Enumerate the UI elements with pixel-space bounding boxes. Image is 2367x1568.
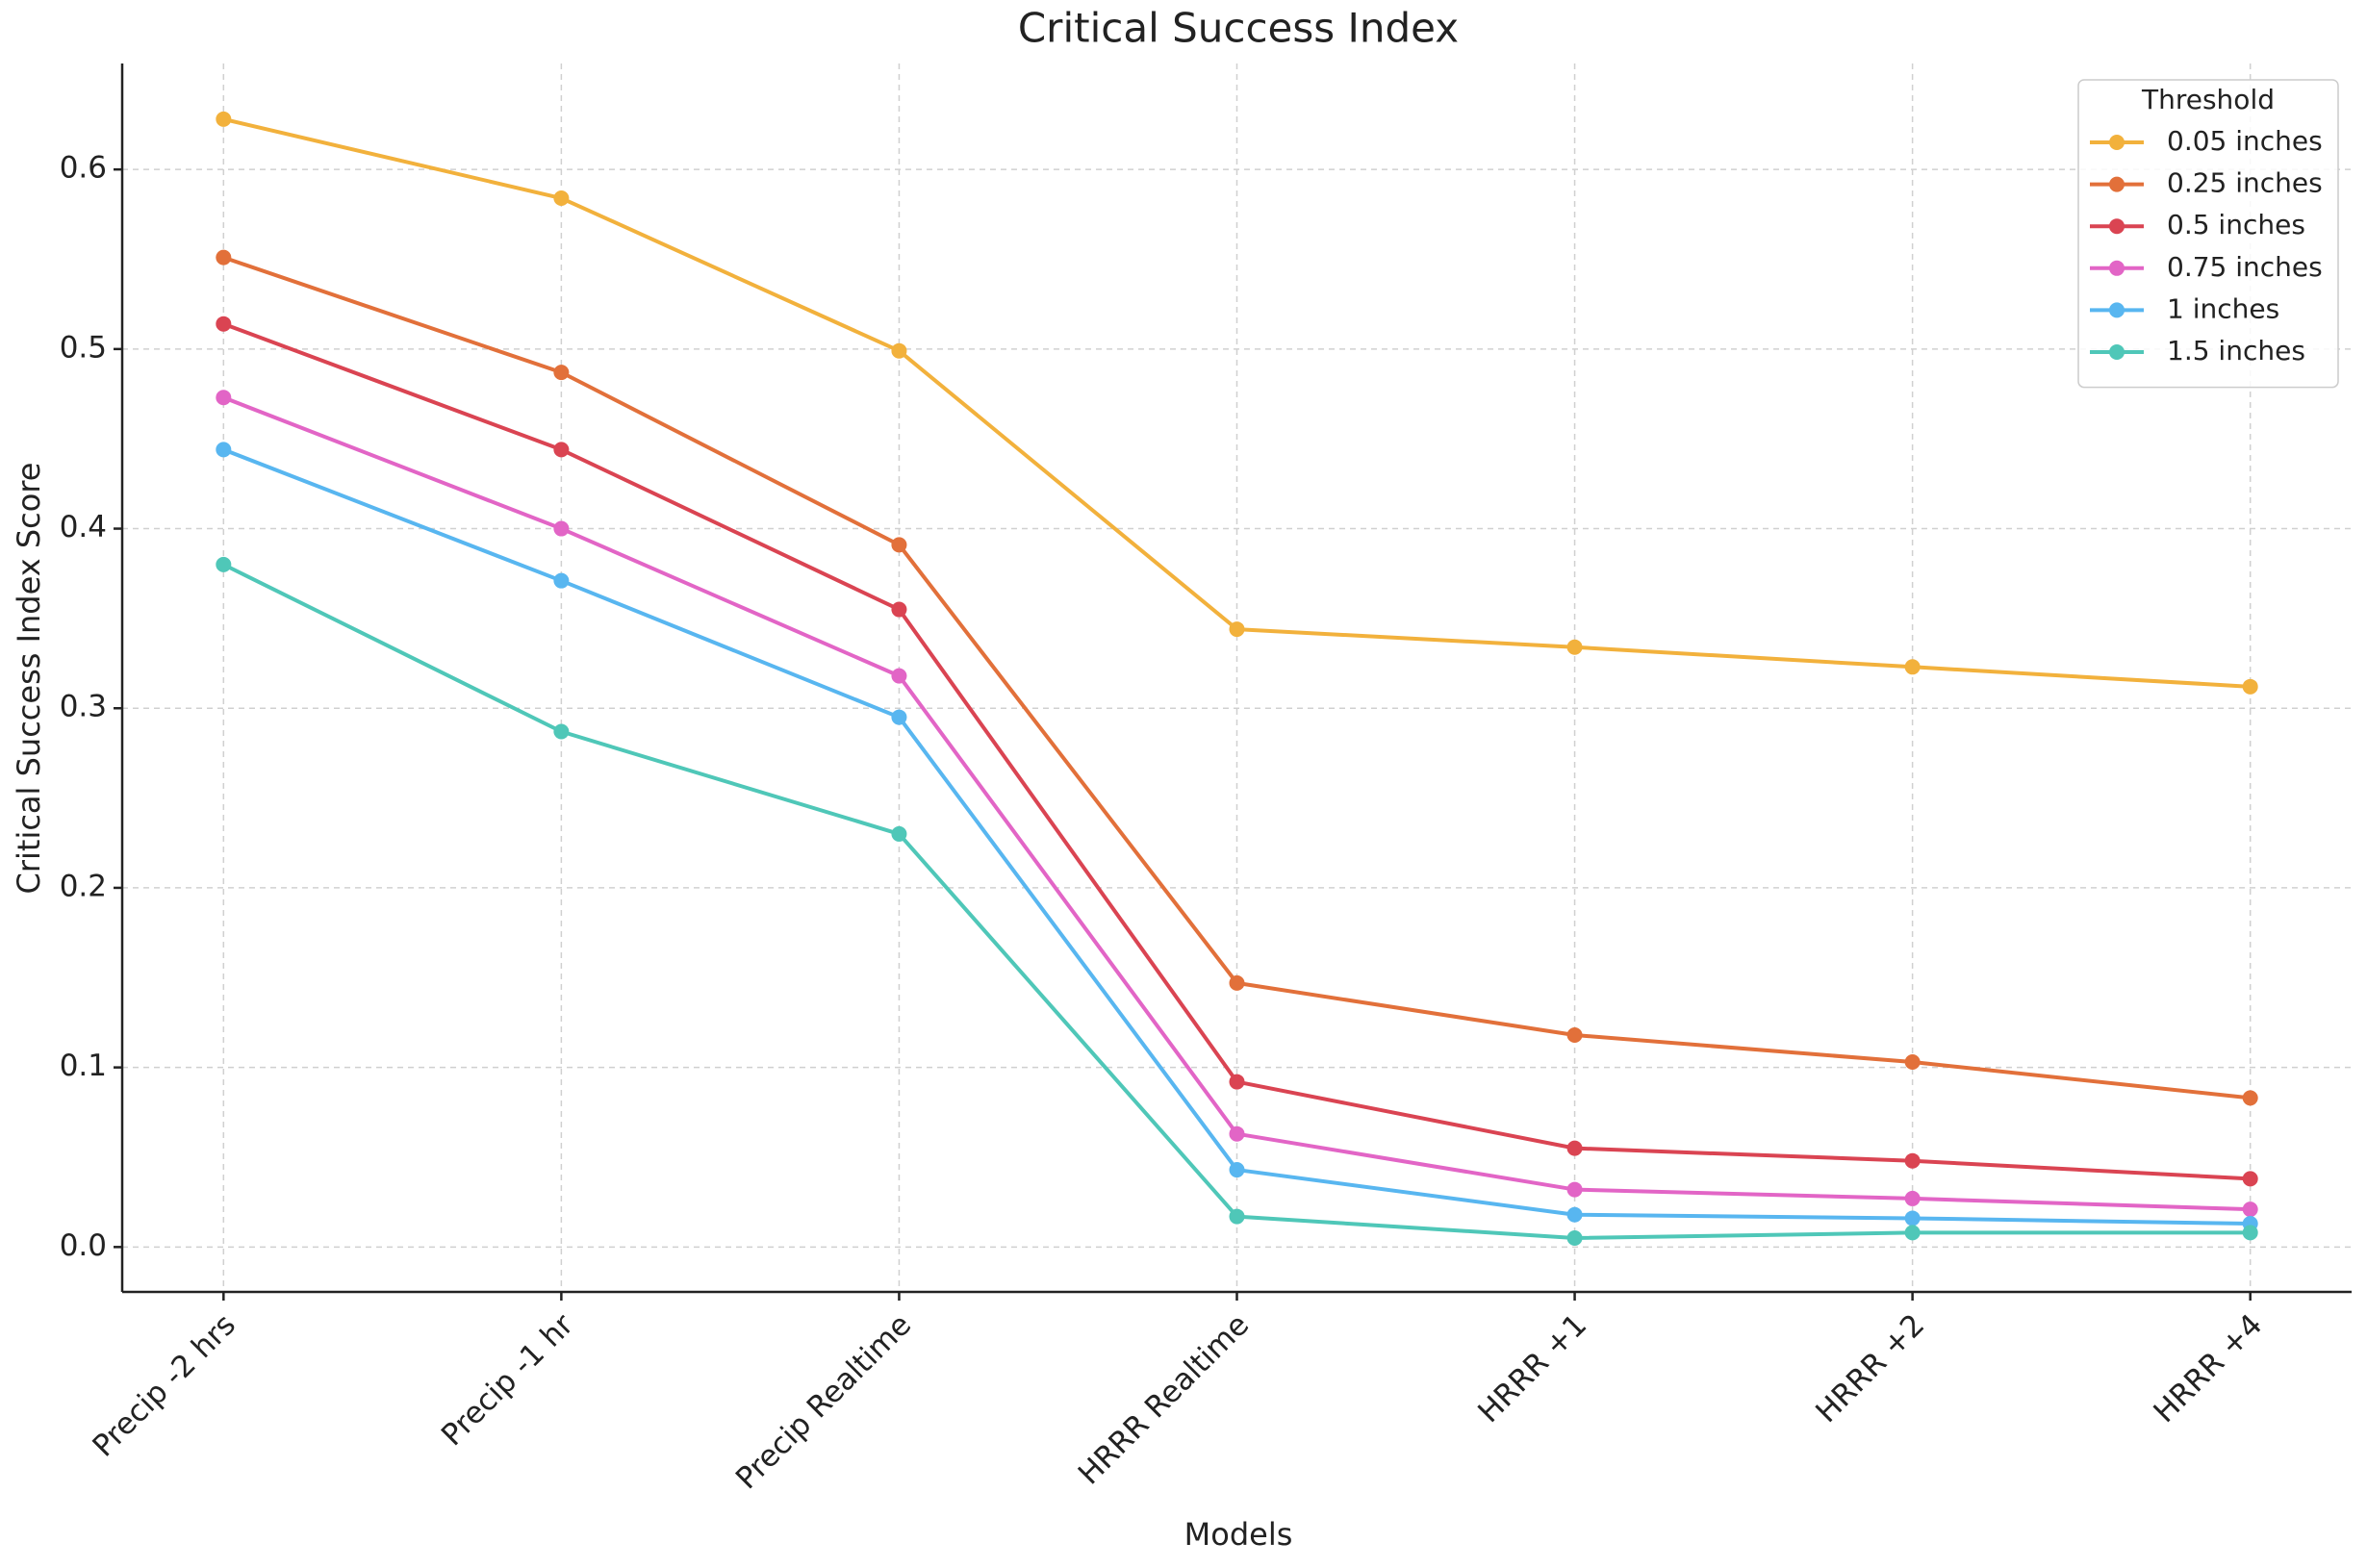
legend-label: 0.5 inches [2167, 209, 2305, 240]
legend-marker [2109, 302, 2125, 318]
legend-marker [2109, 218, 2125, 235]
point [1566, 1027, 1583, 1044]
point [553, 442, 570, 458]
y-tick-label: 0.5 [60, 330, 107, 365]
point [1904, 1152, 1921, 1169]
legend-label: 1.5 inches [2167, 335, 2305, 367]
point [2242, 1171, 2258, 1187]
point [1904, 1054, 1921, 1071]
legend-label: 0.25 inches [2167, 167, 2323, 199]
point [1566, 1206, 1583, 1223]
point [1566, 1140, 1583, 1156]
y-tick-label: 0.4 [60, 510, 107, 544]
point [2242, 678, 2258, 695]
point [1229, 1208, 1245, 1225]
x-tick-label: Precip -1 hr [435, 1307, 580, 1453]
point [2242, 1201, 2258, 1218]
legend-label: 0.05 inches [2167, 125, 2323, 157]
x-tick-label: HRRR +1 [1471, 1307, 1593, 1429]
series [216, 111, 2258, 695]
legend-title: Threshold [2141, 84, 2275, 115]
series [216, 442, 2258, 1232]
point [891, 668, 907, 684]
series [216, 556, 2258, 1246]
point [891, 342, 907, 359]
point [216, 390, 232, 406]
point [891, 537, 907, 553]
legend-marker [2109, 176, 2125, 192]
point [1904, 1190, 1921, 1206]
point [553, 365, 570, 381]
point [891, 601, 907, 618]
point [1229, 621, 1245, 638]
x-tick-label: HRRR +4 [2147, 1307, 2269, 1429]
point [553, 190, 570, 207]
point [216, 111, 232, 127]
point [1229, 1074, 1245, 1090]
y-tick-label: 0.6 [60, 151, 107, 186]
y-tick-label: 0.1 [60, 1049, 107, 1083]
series [216, 249, 2258, 1106]
chart-title: Critical Success Index [1018, 5, 1459, 52]
point [216, 442, 232, 458]
legend-marker [2109, 135, 2125, 150]
x-tick-label: HRRR +2 [1809, 1307, 1931, 1429]
legend-label: 0.75 inches [2167, 251, 2323, 283]
point [891, 825, 907, 842]
y-tick-label: 0.2 [60, 869, 107, 903]
legend-marker [2109, 344, 2125, 360]
point [216, 249, 232, 266]
point [2242, 1225, 2258, 1241]
x-axis-label: Models [1184, 1516, 1293, 1553]
legend-label: 1 inches [2167, 292, 2279, 324]
point [1229, 1162, 1245, 1178]
y-tick-label: 0.3 [60, 690, 107, 724]
x-tick-label: Precip Realtime [729, 1307, 918, 1496]
point [1566, 639, 1583, 655]
series [216, 316, 2258, 1187]
point [1566, 1181, 1583, 1198]
x-tick-label: HRRR Realtime [1072, 1307, 1256, 1491]
point [216, 556, 232, 572]
point [2242, 1090, 2258, 1106]
point [1229, 1125, 1245, 1142]
point [216, 316, 232, 332]
point [1904, 1225, 1921, 1241]
x-tick-label: Precip -2 hrs [87, 1307, 242, 1463]
point [553, 572, 570, 589]
legend-marker [2109, 260, 2125, 276]
point [1904, 1210, 1921, 1227]
series [216, 390, 2258, 1218]
y-axis-label: Critical Success Index Score [11, 463, 47, 895]
point [1229, 974, 1245, 991]
point [553, 520, 570, 537]
point [891, 709, 907, 725]
legend: Threshold 0.05 inches 0.25 inches 0.5 inche… [2077, 79, 2339, 389]
y-tick-label: 0.0 [60, 1228, 107, 1263]
point [1904, 659, 1921, 675]
point [1566, 1229, 1583, 1246]
point [553, 723, 570, 740]
